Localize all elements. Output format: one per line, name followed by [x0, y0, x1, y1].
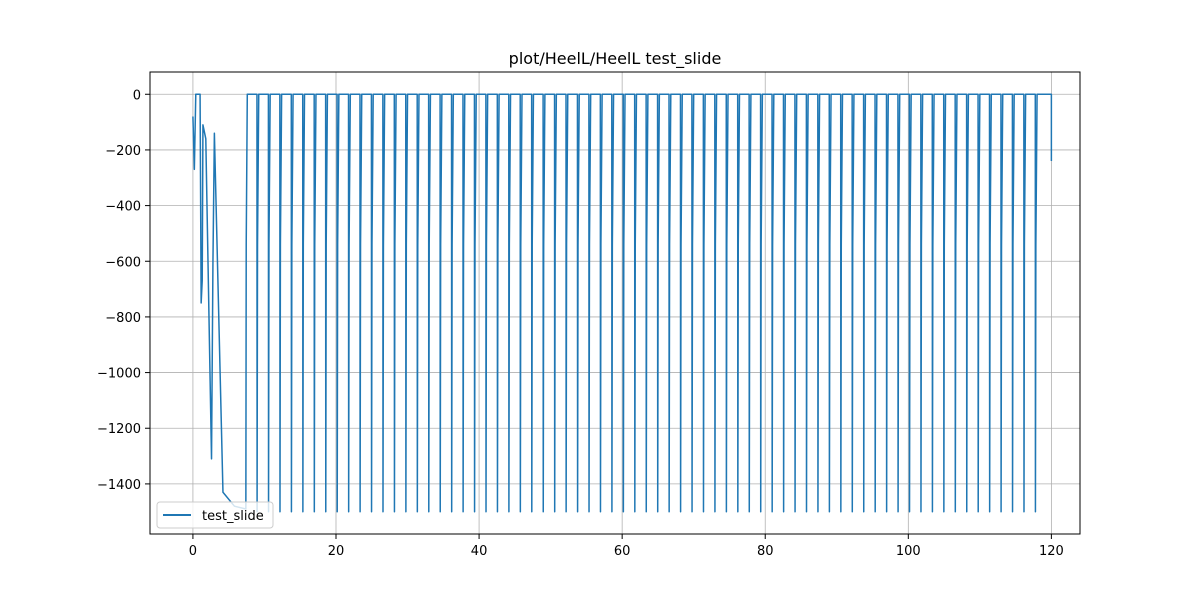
x-tick-label: 20 [328, 544, 345, 559]
y-tick-label: −1000 [97, 367, 141, 382]
legend-label-test-slide: test_slide [202, 509, 264, 524]
legend-box [156, 501, 274, 529]
y-tick-label: −1200 [97, 422, 141, 437]
x-tick-label: 80 [757, 544, 774, 559]
x-tick-label: 120 [1039, 544, 1064, 559]
y-tick-label: −800 [105, 311, 141, 326]
series-layer [192, 93, 1053, 513]
y-tick-label: −400 [105, 200, 141, 215]
x-tick-label: 100 [896, 544, 921, 559]
legend: test_slide [156, 501, 274, 529]
x-tick-label: 60 [614, 544, 631, 559]
x-axis: 0 20 40 60 80 100 120 [189, 534, 1064, 559]
x-tick-label: 40 [471, 544, 488, 559]
y-tick-label: 0 [133, 88, 141, 103]
plot-area-frame [149, 71, 1081, 535]
x-tick-label: 0 [189, 544, 197, 559]
y-tick-label: −200 [105, 144, 141, 159]
chart-title: plot/HeelL/HeelL test_slide [509, 49, 722, 69]
y-axis: 0 −200 −400 −600 −800 −1000 −1200 −1400 [97, 88, 150, 493]
y-tick-label: −1400 [97, 478, 141, 493]
series-line-test-slide [192, 93, 1053, 513]
y-tick-label: −600 [105, 255, 141, 270]
